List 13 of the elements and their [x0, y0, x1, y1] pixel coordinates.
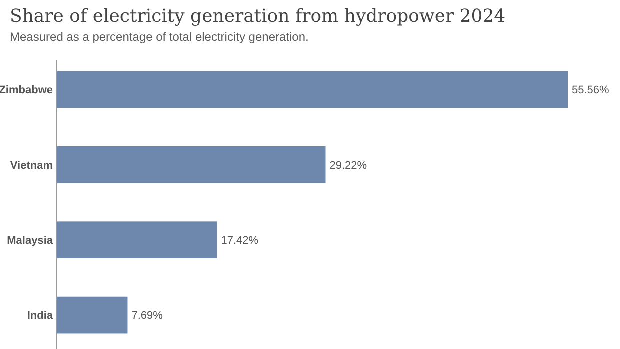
bar: [57, 296, 128, 334]
data-label: 55.56%: [572, 84, 610, 97]
bar: [57, 146, 326, 184]
bar: [57, 222, 218, 259]
bar: [57, 71, 568, 108]
y-tick-label: Malaysia: [7, 234, 54, 247]
data-label: 17.42%: [221, 234, 259, 247]
data-label: 29.22%: [330, 160, 368, 172]
data-label: 7.69%: [132, 310, 164, 322]
y-tick-label: India: [27, 310, 54, 322]
y-tick-label: Vietnam: [10, 160, 54, 172]
chart-title: Share of electricity generation from hydropower 2024: [10, 6, 506, 27]
chart-subtitle: Measured as a percentage of total electricity generation.: [10, 30, 309, 44]
